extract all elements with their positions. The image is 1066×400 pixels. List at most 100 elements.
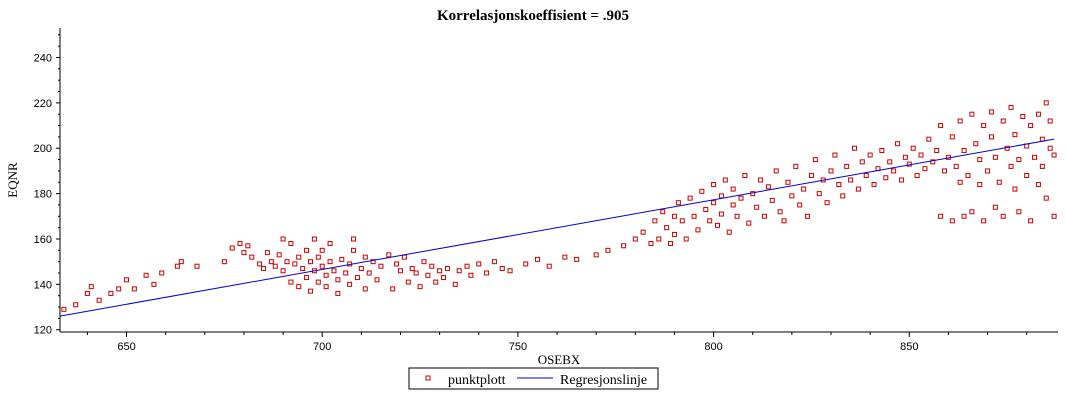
data-point bbox=[347, 281, 353, 287]
data-point bbox=[1012, 132, 1018, 138]
data-point bbox=[742, 172, 748, 178]
data-point bbox=[754, 204, 760, 210]
data-point bbox=[922, 166, 928, 172]
data-point bbox=[468, 272, 474, 278]
y-tick-label: 240 bbox=[34, 52, 52, 64]
data-point bbox=[734, 213, 740, 219]
data-point bbox=[143, 272, 149, 278]
data-point bbox=[671, 231, 677, 237]
data-point bbox=[1047, 145, 1053, 151]
x-axis-label: OSEBX bbox=[538, 352, 581, 367]
data-point bbox=[351, 247, 357, 253]
data-point bbox=[1035, 111, 1041, 117]
data-point bbox=[1047, 118, 1053, 124]
data-point bbox=[718, 211, 724, 217]
data-point bbox=[362, 254, 368, 260]
data-point bbox=[292, 261, 298, 267]
data-point bbox=[417, 284, 423, 290]
data-point bbox=[456, 268, 462, 274]
data-point bbox=[758, 177, 764, 183]
data-point bbox=[1032, 154, 1038, 160]
data-point bbox=[1024, 172, 1030, 178]
data-point bbox=[969, 209, 975, 215]
data-point bbox=[918, 152, 924, 158]
data-point bbox=[241, 250, 247, 256]
data-point bbox=[499, 265, 505, 271]
data-point bbox=[284, 259, 290, 265]
data-point bbox=[703, 206, 709, 212]
data-point bbox=[675, 200, 681, 206]
data-point bbox=[268, 259, 274, 265]
data-point bbox=[444, 265, 450, 271]
x-axis-ticks: 650 700 750 800 850 bbox=[86, 332, 1028, 353]
data-point bbox=[910, 145, 916, 151]
data-point bbox=[339, 256, 345, 262]
data-point bbox=[315, 279, 321, 285]
data-point bbox=[879, 148, 885, 154]
data-point bbox=[327, 259, 333, 265]
data-point bbox=[902, 154, 908, 160]
data-point bbox=[304, 247, 310, 253]
data-point bbox=[429, 263, 435, 269]
data-point bbox=[84, 290, 90, 296]
data-point bbox=[288, 279, 294, 285]
data-point bbox=[307, 288, 313, 294]
data-point bbox=[840, 193, 846, 199]
data-point bbox=[981, 123, 987, 129]
data-point bbox=[801, 186, 807, 192]
data-point bbox=[574, 256, 580, 262]
data-point bbox=[323, 284, 329, 290]
data-point bbox=[898, 177, 904, 183]
data-point bbox=[992, 154, 998, 160]
data-point bbox=[1028, 218, 1034, 224]
y-tick-label: 200 bbox=[34, 143, 52, 155]
data-point bbox=[1043, 195, 1049, 201]
data-point bbox=[315, 254, 321, 260]
data-point bbox=[851, 145, 857, 151]
data-point bbox=[491, 259, 497, 265]
data-point bbox=[331, 268, 337, 274]
data-point bbox=[73, 302, 79, 308]
data-point bbox=[726, 229, 732, 235]
data-point bbox=[977, 157, 983, 163]
data-point bbox=[362, 286, 368, 292]
y-tick-label: 180 bbox=[34, 189, 52, 201]
data-point bbox=[687, 195, 693, 201]
data-point bbox=[425, 272, 431, 278]
data-point bbox=[855, 186, 861, 192]
data-point bbox=[969, 111, 975, 117]
data-point bbox=[1020, 113, 1026, 119]
data-point bbox=[178, 259, 184, 265]
data-point bbox=[370, 259, 376, 265]
data-point bbox=[257, 261, 263, 267]
data-point bbox=[354, 275, 360, 281]
data-point bbox=[828, 168, 834, 174]
data-point bbox=[660, 209, 666, 215]
data-point bbox=[1043, 100, 1049, 106]
data-point bbox=[816, 191, 822, 197]
data-point bbox=[895, 141, 901, 147]
data-point bbox=[718, 193, 724, 199]
data-point bbox=[812, 157, 818, 163]
data-point bbox=[433, 279, 439, 285]
data-point bbox=[272, 263, 278, 269]
regression-line bbox=[59, 138, 1055, 317]
data-point bbox=[746, 220, 752, 226]
data-point bbox=[131, 286, 137, 292]
x-tick-label: 700 bbox=[313, 341, 331, 353]
data-point bbox=[738, 195, 744, 201]
data-point bbox=[793, 163, 799, 169]
data-point bbox=[96, 297, 102, 303]
data-point bbox=[534, 256, 540, 262]
data-point bbox=[296, 284, 302, 290]
data-point bbox=[159, 270, 165, 276]
chart-title: Korrelasjonskoeffisient = .905 bbox=[437, 8, 629, 24]
data-point bbox=[769, 197, 775, 203]
y-tick-label: 140 bbox=[34, 279, 52, 291]
data-point bbox=[229, 245, 235, 251]
data-point bbox=[632, 236, 638, 242]
data-point bbox=[562, 254, 568, 260]
data-point bbox=[883, 175, 889, 181]
data-point bbox=[88, 284, 94, 290]
data-point bbox=[194, 263, 200, 269]
